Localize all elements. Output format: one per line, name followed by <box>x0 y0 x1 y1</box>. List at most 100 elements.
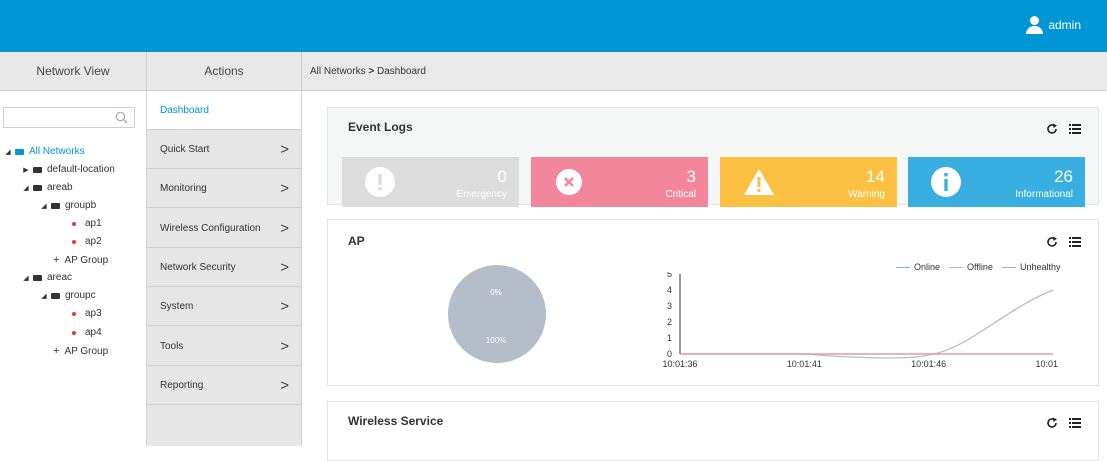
chevron-right-icon: > <box>280 338 289 355</box>
action-wireless-configuration[interactable]: Wireless Configuration > <box>147 209 301 248</box>
action-reporting[interactable]: Reporting > <box>147 366 301 405</box>
action-monitoring[interactable]: Monitoring > <box>147 169 301 208</box>
x-tick-label: 10:01:36 <box>662 359 697 369</box>
collapse-triangle-icon[interactable]: ◢ <box>5 148 11 156</box>
emergency-label: Emergency <box>456 189 507 200</box>
dashboard-main: Event Logs 0 Emergency 3 Critical <box>302 91 1107 461</box>
list-icon[interactable] <box>1069 417 1081 429</box>
ap-status-dot-icon <box>72 221 76 226</box>
list-icon[interactable] <box>1069 236 1081 248</box>
folder-open-icon <box>15 148 24 155</box>
warning-label: Warning <box>848 189 885 200</box>
pie-label-top: 0% <box>490 288 502 297</box>
emergency-tile[interactable]: 0 Emergency <box>342 157 519 207</box>
y-tick-label: 5 <box>667 272 672 279</box>
action-label: Network Security <box>160 262 236 273</box>
warning-count: 14 <box>866 167 885 186</box>
chevron-right-icon: > <box>280 141 289 158</box>
collapse-triangle-icon[interactable]: ◢ <box>23 184 29 192</box>
action-label: Tools <box>160 341 184 352</box>
tree-label: AP Group <box>64 345 109 357</box>
refresh-icon[interactable] <box>1046 417 1058 429</box>
ap-status-dot-icon <box>72 311 76 316</box>
critical-count: 3 <box>686 167 696 186</box>
critical-label: Critical <box>665 189 696 200</box>
ap-title: AP <box>348 234 365 248</box>
ap-line-chart: 0 1 2 3 4 5 10:01:36 10:01:41 10:01:46 10:01:51 <box>662 272 1058 369</box>
action-network-security[interactable]: Network Security > <box>147 248 301 287</box>
tree-node-ap-group-c[interactable]: + AP Group <box>53 345 108 357</box>
action-label: Dashboard <box>160 105 209 116</box>
legend-online[interactable]: Online <box>896 262 940 272</box>
tree-label: All Networks <box>29 146 85 157</box>
collapse-triangle-icon[interactable]: ◢ <box>41 292 47 300</box>
x-tick-label: 10:01:46 <box>911 359 946 369</box>
plus-icon: + <box>53 254 60 266</box>
action-dashboard[interactable]: Dashboard <box>147 91 301 130</box>
ap-status-dot-icon <box>72 330 76 335</box>
tree-label: ap3 <box>85 308 102 319</box>
tree-node-ap3[interactable]: ap3 <box>72 308 102 319</box>
critical-tile[interactable]: 3 Critical <box>531 157 708 207</box>
action-tools[interactable]: Tools > <box>147 327 301 366</box>
chevron-right-icon: > <box>280 377 289 394</box>
informational-label: Informational <box>1015 189 1073 200</box>
list-icon[interactable] <box>1069 123 1081 135</box>
tree-label: areab <box>47 182 73 193</box>
exclamation-icon <box>365 167 395 197</box>
action-label: Reporting <box>160 380 204 391</box>
tree-node-areac[interactable]: ◢ areac <box>22 272 72 283</box>
plus-icon: + <box>53 345 60 357</box>
tree-node-all-networks[interactable]: ◢ All Networks <box>4 146 85 157</box>
tree-node-groupb[interactable]: ◢ groupb <box>40 200 96 211</box>
network-view-panel: ◢ All Networks ▶ default-location ◢ area… <box>0 91 147 446</box>
breadcrumb-all-networks[interactable]: All Networks <box>310 66 366 77</box>
tree-node-ap1[interactable]: ap1 <box>72 218 102 229</box>
tree-label: ap1 <box>85 218 102 229</box>
tree-node-default-location[interactable]: ▶ default-location <box>22 164 115 175</box>
warning-tile[interactable]: 14 Warning <box>720 157 897 207</box>
warning-triangle-icon <box>744 169 774 195</box>
chevron-right-icon: > <box>280 220 289 237</box>
ap-panel: AP Online Offline Unhealthy 0% 100% 0 1 2 3 <box>327 219 1099 386</box>
user-menu[interactable]: admin <box>1026 16 1081 34</box>
folder-icon <box>33 166 42 173</box>
y-tick-label: 2 <box>667 317 672 327</box>
pie-slice-offline[interactable] <box>448 265 546 363</box>
folder-open-icon <box>51 202 60 209</box>
pie-label-bottom: 100% <box>486 336 506 345</box>
breadcrumb-current: Dashboard <box>376 66 426 77</box>
legend-swatch <box>949 266 963 268</box>
wireless-service-panel: Wireless Service <box>327 401 1099 461</box>
collapse-triangle-icon[interactable]: ◢ <box>23 274 29 282</box>
legend-offline[interactable]: Offline <box>949 262 993 272</box>
search-input[interactable] <box>3 107 135 128</box>
username: admin <box>1048 18 1081 32</box>
error-x-icon <box>556 169 582 195</box>
tree-label: AP Group <box>64 254 109 266</box>
legend-label: Offline <box>967 262 993 272</box>
action-quick-start[interactable]: Quick Start > <box>147 130 301 169</box>
informational-tile[interactable]: 26 Informational <box>908 157 1085 207</box>
action-label: System <box>160 301 194 312</box>
tree-label: default-location <box>47 164 115 175</box>
action-system[interactable]: System > <box>147 287 301 326</box>
informational-count: 26 <box>1054 167 1073 186</box>
y-tick-label: 1 <box>667 333 672 343</box>
collapse-triangle-icon[interactable]: ◢ <box>41 202 47 210</box>
tree-node-areab[interactable]: ◢ areab <box>22 182 73 193</box>
tree-node-ap4[interactable]: ap4 <box>72 327 102 338</box>
breadcrumb: All Networks > Dashboard <box>302 52 1107 91</box>
search-icon[interactable] <box>115 111 128 124</box>
event-logs-panel: Event Logs 0 Emergency 3 Critical <box>327 107 1099 207</box>
tree-node-groupc[interactable]: ◢ groupc <box>40 290 95 301</box>
refresh-icon[interactable] <box>1046 123 1058 135</box>
tree-node-ap2[interactable]: ap2 <box>72 236 102 247</box>
folder-open-icon <box>51 292 60 299</box>
legend-unhealthy[interactable]: Unhealthy <box>1002 262 1061 272</box>
expand-triangle-icon[interactable]: ▶ <box>23 166 29 174</box>
refresh-icon[interactable] <box>1046 236 1058 248</box>
chevron-right-icon: > <box>280 259 289 276</box>
tree-node-ap-group-b[interactable]: + AP Group <box>53 254 108 266</box>
ap-status-dot-icon <box>72 239 76 244</box>
